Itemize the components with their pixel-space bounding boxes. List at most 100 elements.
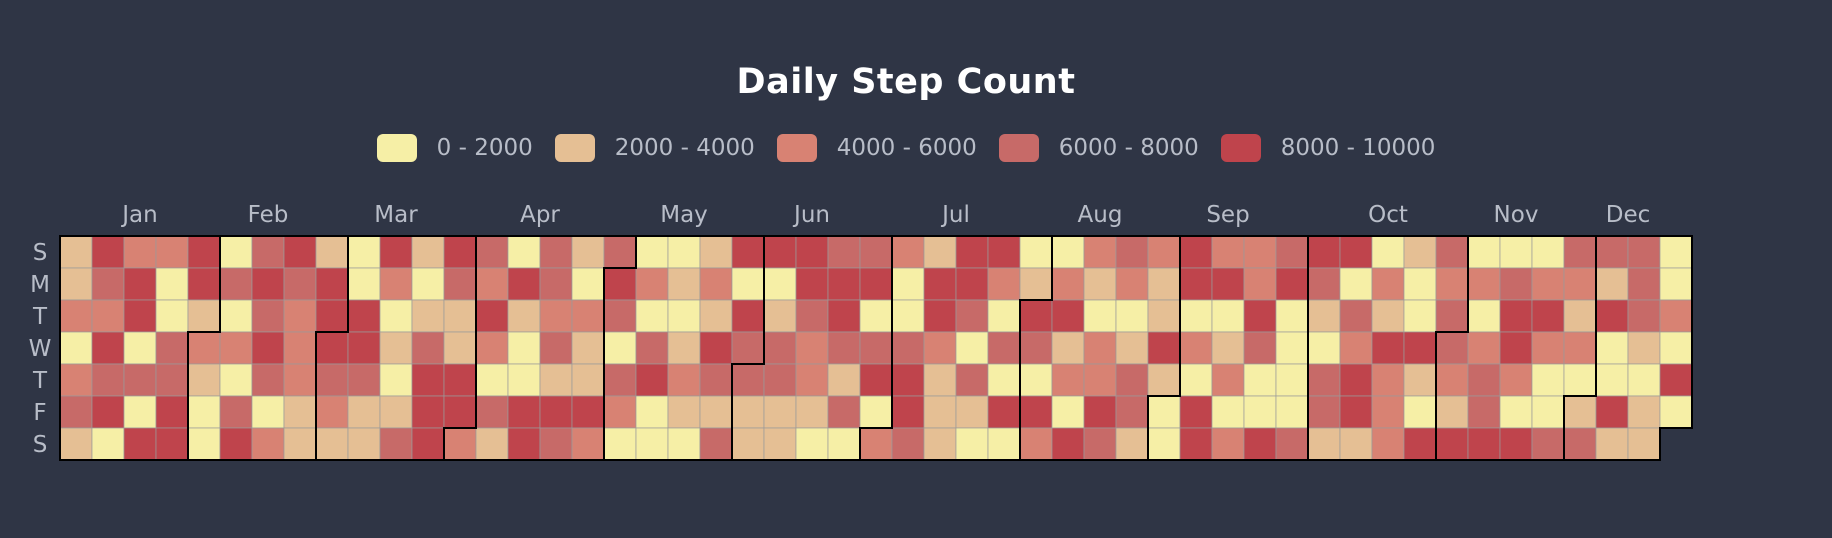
heatmap-cell[interactable]: 9/12: 0 - 2000 xyxy=(1212,300,1244,332)
heatmap-cell[interactable]: 5/19: 2000 - 4000 xyxy=(668,396,700,428)
heatmap-cell[interactable]: 9/28: 0 - 2000 xyxy=(1276,364,1308,396)
heatmap-cell[interactable]: 8/9: 2000 - 4000 xyxy=(1052,332,1084,364)
heatmap-cell[interactable]: 2/2: 2000 - 4000 xyxy=(188,364,220,396)
heatmap-cell[interactable]: 11/5: 0 - 2000 xyxy=(1468,236,1500,268)
heatmap-cell[interactable]: 8/2: 6000 - 8000 xyxy=(1020,332,1052,364)
heatmap-cell[interactable]: 12/13: 2000 - 4000 xyxy=(1628,332,1660,364)
heatmap-cell[interactable]: 11/17: 0 - 2000 xyxy=(1500,396,1532,428)
heatmap-cell[interactable]: 2/23: 4000 - 6000 xyxy=(284,364,316,396)
heatmap-cell[interactable]: 1/9: 6000 - 8000 xyxy=(92,268,124,300)
heatmap-cell[interactable]: 2/10: 6000 - 8000 xyxy=(220,396,252,428)
heatmap-cell[interactable]: 12/1: 2000 - 4000 xyxy=(1564,396,1596,428)
heatmap-cell[interactable]: 2/20: 6000 - 8000 xyxy=(284,268,316,300)
heatmap-cell[interactable]: 10/23: 0 - 2000 xyxy=(1404,268,1436,300)
heatmap-cell[interactable]: 5/7: 0 - 2000 xyxy=(636,236,668,268)
heatmap-cell[interactable]: 9/16: 4000 - 6000 xyxy=(1212,428,1244,460)
heatmap-cell[interactable]: 12/14: 0 - 2000 xyxy=(1628,364,1660,396)
heatmap-cell[interactable]: 4/12: 0 - 2000 xyxy=(508,332,540,364)
heatmap-cell[interactable]: 11/29: 4000 - 6000 xyxy=(1564,332,1596,364)
heatmap-cell[interactable]: 8/16: 4000 - 6000 xyxy=(1084,332,1116,364)
heatmap-cell[interactable]: 7/17: 8000 - 10000 xyxy=(956,268,988,300)
heatmap-cell[interactable]: 1/7: 2000 - 4000 xyxy=(60,428,92,460)
heatmap-cell[interactable]: 8/13: 4000 - 6000 xyxy=(1084,236,1116,268)
heatmap-cell[interactable]: 8/22: 0 - 2000 xyxy=(1116,300,1148,332)
heatmap-cell[interactable]: 7/23: 8000 - 10000 xyxy=(988,236,1020,268)
heatmap-cell[interactable]: 1/16: 8000 - 10000 xyxy=(124,268,156,300)
heatmap-cell[interactable]: 8/20: 6000 - 8000 xyxy=(1116,236,1148,268)
heatmap-cell[interactable]: 5/22: 4000 - 6000 xyxy=(700,268,732,300)
heatmap-cell[interactable]: 7/10: 8000 - 10000 xyxy=(924,268,956,300)
heatmap-cell[interactable]: 10/30: 4000 - 6000 xyxy=(1436,268,1468,300)
heatmap-cell[interactable]: 1/27: 8000 - 10000 xyxy=(156,396,188,428)
heatmap-cell[interactable]: 3/20: 0 - 2000 xyxy=(412,268,444,300)
heatmap-cell[interactable]: 2/6: 6000 - 8000 xyxy=(220,268,252,300)
heatmap-cell[interactable]: 2/13: 8000 - 10000 xyxy=(252,268,284,300)
heatmap-cell[interactable]: 11/7: 0 - 2000 xyxy=(1468,300,1500,332)
heatmap-cell[interactable]: 9/30: 6000 - 8000 xyxy=(1276,428,1308,460)
heatmap-cell[interactable]: 5/4: 6000 - 8000 xyxy=(604,364,636,396)
heatmap-cell[interactable]: 5/18: 4000 - 6000 xyxy=(668,364,700,396)
heatmap-cell[interactable]: 1/12: 6000 - 8000 xyxy=(92,364,124,396)
heatmap-cell[interactable]: 3/7: 8000 - 10000 xyxy=(348,300,380,332)
heatmap-cell[interactable]: 2/8: 4000 - 6000 xyxy=(220,332,252,364)
heatmap-cell[interactable]: 1/19: 6000 - 8000 xyxy=(124,364,156,396)
heatmap-cell[interactable]: 4/9: 0 - 2000 xyxy=(508,236,540,268)
heatmap-cell[interactable]: 1/15: 4000 - 6000 xyxy=(124,236,156,268)
heatmap-cell[interactable]: 4/13: 0 - 2000 xyxy=(508,364,540,396)
heatmap-cell[interactable]: 7/15: 2000 - 4000 xyxy=(924,428,956,460)
heatmap-cell[interactable]: 9/8: 8000 - 10000 xyxy=(1180,396,1212,428)
heatmap-cell[interactable]: 8/26: 2000 - 4000 xyxy=(1116,428,1148,460)
heatmap-cell[interactable]: 5/13: 0 - 2000 xyxy=(636,428,668,460)
heatmap-cell[interactable]: 11/14: 8000 - 10000 xyxy=(1500,300,1532,332)
heatmap-cell[interactable]: 3/2: 6000 - 8000 xyxy=(316,364,348,396)
heatmap-cell[interactable]: 6/3: 2000 - 4000 xyxy=(732,428,764,460)
heatmap-cell[interactable]: 8/15: 0 - 2000 xyxy=(1084,300,1116,332)
heatmap-cell[interactable]: 4/16: 6000 - 8000 xyxy=(540,236,572,268)
heatmap-cell[interactable]: 11/2: 4000 - 6000 xyxy=(1436,364,1468,396)
heatmap-cell[interactable]: 5/9: 0 - 2000 xyxy=(636,300,668,332)
heatmap-cell[interactable]: 5/30: 8000 - 10000 xyxy=(732,300,764,332)
heatmap-cell[interactable]: 8/12: 8000 - 10000 xyxy=(1052,428,1084,460)
heatmap-cell[interactable]: 4/23: 2000 - 4000 xyxy=(572,236,604,268)
heatmap-cell[interactable]: 4/6: 0 - 2000 xyxy=(476,364,508,396)
heatmap-cell[interactable]: 11/15: 8000 - 10000 xyxy=(1500,332,1532,364)
heatmap-cell[interactable]: 10/28: 8000 - 10000 xyxy=(1404,428,1436,460)
heatmap-cell[interactable]: 10/27: 0 - 2000 xyxy=(1404,396,1436,428)
heatmap-cell[interactable]: 7/18: 6000 - 8000 xyxy=(956,300,988,332)
heatmap-cell[interactable]: 1/13: 8000 - 10000 xyxy=(92,396,124,428)
heatmap-cell[interactable]: 3/6: 0 - 2000 xyxy=(348,268,380,300)
heatmap-cell[interactable]: 3/24: 8000 - 10000 xyxy=(412,396,444,428)
heatmap-cell[interactable]: 5/17: 2000 - 4000 xyxy=(668,332,700,364)
heatmap-cell[interactable]: 7/2: 4000 - 6000 xyxy=(892,236,924,268)
heatmap-cell[interactable]: 1/24: 0 - 2000 xyxy=(156,300,188,332)
heatmap-cell[interactable]: 9/27: 0 - 2000 xyxy=(1276,332,1308,364)
heatmap-cell[interactable]: 12/5: 8000 - 10000 xyxy=(1596,300,1628,332)
heatmap-cell[interactable]: 8/11: 0 - 2000 xyxy=(1052,396,1084,428)
heatmap-cell[interactable]: 5/3: 0 - 2000 xyxy=(604,332,636,364)
heatmap-cell[interactable]: 12/4: 2000 - 4000 xyxy=(1596,268,1628,300)
heatmap-cell[interactable]: 4/3: 4000 - 6000 xyxy=(476,268,508,300)
heatmap-cell[interactable]: 3/28: 2000 - 4000 xyxy=(444,300,476,332)
heatmap-cell[interactable]: 7/14: 2000 - 4000 xyxy=(924,396,956,428)
heatmap-cell[interactable]: 5/29: 0 - 2000 xyxy=(732,268,764,300)
heatmap-cell[interactable]: 8/31: 2000 - 4000 xyxy=(1148,364,1180,396)
heatmap-cell[interactable]: 4/18: 4000 - 6000 xyxy=(540,300,572,332)
heatmap-cell[interactable]: 5/31: 6000 - 8000 xyxy=(732,332,764,364)
heatmap-cell[interactable]: 10/4: 0 - 2000 xyxy=(1308,332,1340,364)
heatmap-cell[interactable]: 1/30: 8000 - 10000 xyxy=(188,268,220,300)
heatmap-cell[interactable]: 6/28: 6000 - 8000 xyxy=(860,332,892,364)
heatmap-cell[interactable]: 1/17: 8000 - 10000 xyxy=(124,300,156,332)
heatmap-cell[interactable]: 12/17: 0 - 2000 xyxy=(1660,236,1692,268)
heatmap-cell[interactable]: 4/8: 2000 - 4000 xyxy=(476,428,508,460)
heatmap-cell[interactable]: 10/20: 4000 - 6000 xyxy=(1372,396,1404,428)
heatmap-cell[interactable]: 12/12: 6000 - 8000 xyxy=(1628,300,1660,332)
heatmap-cell[interactable]: 10/29: 6000 - 8000 xyxy=(1436,236,1468,268)
heatmap-cell[interactable]: 8/23: 2000 - 4000 xyxy=(1116,332,1148,364)
heatmap-cell[interactable]: 3/23: 8000 - 10000 xyxy=(412,364,444,396)
heatmap-cell[interactable]: 1/23: 0 - 2000 xyxy=(156,268,188,300)
heatmap-cell[interactable]: 6/7: 6000 - 8000 xyxy=(764,332,796,364)
heatmap-cell[interactable]: 10/31: 6000 - 8000 xyxy=(1436,300,1468,332)
heatmap-cell[interactable]: 11/8: 4000 - 6000 xyxy=(1468,332,1500,364)
heatmap-cell[interactable]: 5/28: 8000 - 10000 xyxy=(732,236,764,268)
heatmap-cell[interactable]: 2/5: 0 - 2000 xyxy=(220,236,252,268)
